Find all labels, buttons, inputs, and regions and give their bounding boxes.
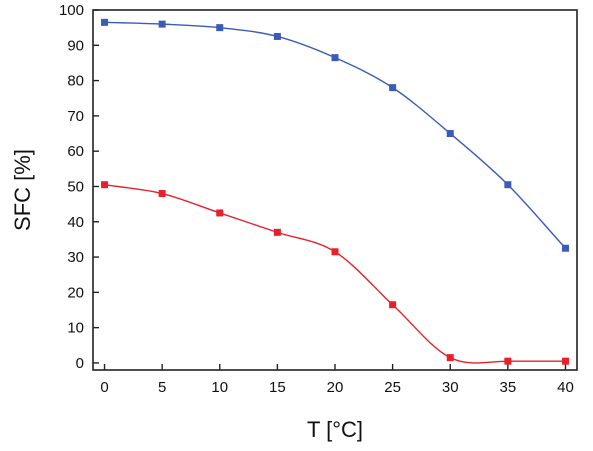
y-tick-label: 50 — [67, 178, 84, 195]
y-tick-label: 80 — [67, 73, 84, 90]
x-tick-label: 5 — [158, 379, 166, 396]
x-tick-label: 25 — [384, 379, 401, 396]
series-1-point — [273, 32, 281, 40]
series-2-point — [331, 248, 339, 256]
series-1-point — [446, 130, 454, 138]
y-tick-label: 30 — [67, 249, 84, 266]
ticks-layer: 0 5 10 15 20 25 30 35 40 0 10 20 30 40 50 60 70 80 90 100 — [59, 2, 574, 396]
y-tick-label: 70 — [67, 108, 84, 125]
y-tick-label: 90 — [67, 37, 84, 54]
series-2-point — [216, 209, 224, 217]
series-1-point — [504, 181, 512, 189]
x-tick-label: 40 — [557, 379, 574, 396]
x-tick-label: 30 — [442, 379, 459, 396]
x-axis-title: T [°C] — [307, 417, 363, 442]
y-tick-label: 60 — [67, 143, 84, 160]
x-tick-label: 10 — [211, 379, 228, 396]
y-tick-label: 40 — [67, 214, 84, 231]
y-axis-title: SFC [%] — [10, 149, 35, 231]
series-1-point — [101, 18, 109, 26]
series-1-point — [331, 54, 339, 62]
y-tick-label: 100 — [59, 2, 84, 19]
y-tick-label: 10 — [67, 320, 84, 337]
series-1-point — [158, 20, 166, 28]
series-2-point — [561, 357, 569, 365]
x-tick-label: 15 — [269, 379, 286, 396]
series-1-point — [389, 84, 397, 92]
series-2-point — [504, 357, 512, 365]
series-1-point — [216, 24, 224, 32]
markers-layer — [101, 18, 569, 365]
x-tick-label: 20 — [327, 379, 344, 396]
series-2-point — [389, 301, 397, 309]
y-tick-label: 0 — [76, 355, 84, 372]
series-2-point — [158, 190, 166, 198]
plot-frame — [92, 9, 578, 371]
x-tick-label: 35 — [500, 379, 517, 396]
series-1-point — [561, 244, 569, 252]
x-tick-label: 0 — [100, 379, 108, 396]
series-2-point — [273, 228, 281, 236]
series-1-line — [104, 21, 566, 249]
y-tick-label: 20 — [67, 284, 84, 301]
series-2-point — [101, 181, 109, 189]
series-2-point — [446, 354, 454, 362]
